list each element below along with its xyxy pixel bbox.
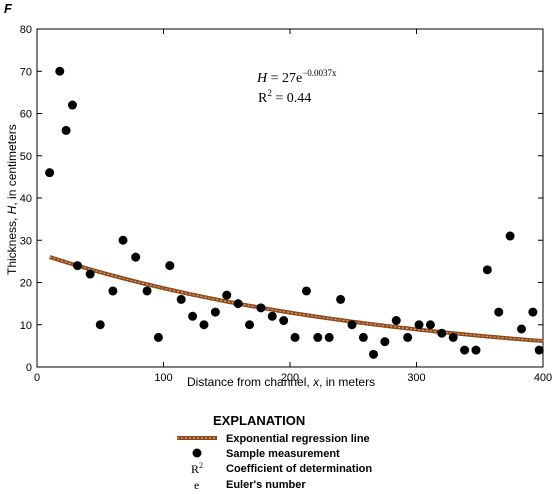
sample-point bbox=[437, 328, 447, 338]
sample-point bbox=[85, 269, 95, 279]
y-tick-label: 0 bbox=[26, 362, 32, 374]
r-squared-sup: 2 bbox=[267, 88, 272, 98]
sample-point bbox=[165, 261, 175, 271]
sample-point bbox=[534, 345, 544, 355]
r-squared-label: R bbox=[258, 91, 268, 106]
sample-point bbox=[233, 299, 243, 309]
legend-item-r2: R2 Coefficient of determination bbox=[191, 461, 372, 476]
y-tick-label: 60 bbox=[20, 109, 32, 121]
sample-point bbox=[108, 286, 118, 296]
legend-e-symbol: e bbox=[194, 478, 199, 492]
sample-point bbox=[368, 349, 378, 359]
legend-title: EXPLANATION bbox=[213, 413, 305, 428]
legend-sample-label: Sample measurement bbox=[226, 448, 340, 460]
sample-point bbox=[403, 332, 413, 342]
sample-point bbox=[380, 337, 390, 347]
sample-point bbox=[72, 261, 82, 271]
sample-point bbox=[95, 320, 105, 330]
y-tick-label: 40 bbox=[20, 193, 32, 205]
sample-point bbox=[45, 168, 55, 178]
sample-point bbox=[324, 332, 334, 342]
legend-item-regression: Exponential regression line bbox=[177, 433, 370, 445]
sample-point bbox=[425, 320, 435, 330]
x-axis-label-suffix: , in meters bbox=[319, 375, 375, 389]
sample-point bbox=[290, 332, 300, 342]
sample-point bbox=[199, 320, 209, 330]
y-tick-label: 20 bbox=[20, 278, 32, 290]
sample-point bbox=[471, 345, 481, 355]
y-tick-label: 80 bbox=[20, 24, 32, 36]
sample-point bbox=[358, 332, 368, 342]
sample-point bbox=[301, 286, 311, 296]
legend-e-label: Euler's number bbox=[226, 479, 306, 491]
x-tick-label: 0 bbox=[34, 372, 40, 384]
sample-points bbox=[45, 66, 544, 359]
x-axis-label: Distance from channel, x, in meters bbox=[187, 375, 375, 389]
sample-point bbox=[313, 332, 323, 342]
sample-point bbox=[267, 311, 277, 321]
sample-point bbox=[176, 294, 186, 304]
sample-point bbox=[131, 252, 141, 262]
sample-point bbox=[61, 125, 71, 135]
x-axis-label-var: x bbox=[312, 375, 320, 389]
y-axis-label-var: H bbox=[5, 205, 19, 214]
legend-r2-symbol-text: R bbox=[191, 462, 199, 476]
x-tick-label: 200 bbox=[281, 372, 299, 384]
sample-point bbox=[482, 265, 492, 275]
legend-regression-label: Exponential regression line bbox=[226, 433, 370, 445]
sample-point bbox=[142, 286, 152, 296]
sample-point bbox=[55, 66, 65, 76]
plot-area: 0 10 20 30 40 50 60 70 80 0 100 200 300 400 bbox=[20, 24, 552, 384]
sample-point bbox=[210, 307, 220, 317]
sample-point bbox=[391, 316, 401, 326]
x-tick-label: 400 bbox=[534, 372, 552, 384]
sample-point bbox=[347, 320, 357, 330]
r-squared-value: = 0.44 bbox=[272, 91, 311, 106]
x-tick-label: 100 bbox=[154, 372, 172, 384]
y-tick-label: 10 bbox=[20, 320, 32, 332]
x-tick-label: 300 bbox=[407, 372, 425, 384]
legend-sample-swatch bbox=[192, 448, 202, 458]
y-tick-label: 30 bbox=[20, 235, 32, 247]
legend-r2-symbol-sup: 2 bbox=[199, 461, 203, 470]
y-axis-label-suffix: , in centimeters bbox=[5, 124, 19, 205]
equation: H = 27e−0.0037x bbox=[256, 68, 337, 86]
equation-rhs: = 27e bbox=[267, 71, 302, 86]
y-axis-label-prefix: Thickness, bbox=[5, 214, 19, 275]
r-squared: R2 = 0.44 bbox=[258, 88, 311, 106]
sample-point bbox=[336, 294, 346, 304]
x-axis: 0 100 200 300 400 bbox=[34, 29, 552, 384]
sample-point bbox=[222, 290, 232, 300]
legend-r2-symbol: R2 bbox=[191, 461, 203, 476]
y-tick-label: 70 bbox=[20, 66, 32, 78]
equation-lhs: H bbox=[256, 71, 268, 86]
sample-point bbox=[516, 324, 526, 334]
y-axis-label: Thickness, H, in centimeters bbox=[5, 124, 19, 275]
x-axis-label-prefix: Distance from channel, bbox=[187, 375, 313, 389]
legend-item-e: e Euler's number bbox=[194, 478, 306, 492]
sample-point bbox=[414, 320, 424, 330]
sample-point bbox=[448, 332, 458, 342]
equation-exponent: −0.0037x bbox=[302, 68, 337, 78]
panel-label: F bbox=[4, 1, 13, 16]
legend: EXPLANATION Exponential regression line … bbox=[177, 413, 372, 492]
sample-point bbox=[460, 345, 470, 355]
sample-point bbox=[153, 332, 163, 342]
sample-point bbox=[279, 316, 289, 326]
sample-point bbox=[188, 311, 198, 321]
regression-line-highlight bbox=[49, 256, 544, 342]
y-tick-label: 50 bbox=[20, 151, 32, 163]
legend-r2-label: Coefficient of determination bbox=[226, 463, 372, 475]
sample-point bbox=[505, 231, 515, 241]
sample-point bbox=[118, 235, 128, 245]
sample-point bbox=[245, 320, 255, 330]
legend-item-sample: Sample measurement bbox=[192, 448, 340, 460]
sample-point bbox=[528, 307, 538, 317]
sample-point bbox=[256, 303, 266, 313]
y-axis: 0 10 20 30 40 50 60 70 80 bbox=[20, 24, 543, 374]
sample-point bbox=[67, 100, 77, 110]
sample-point bbox=[494, 307, 504, 317]
regression-line bbox=[49, 255, 544, 344]
